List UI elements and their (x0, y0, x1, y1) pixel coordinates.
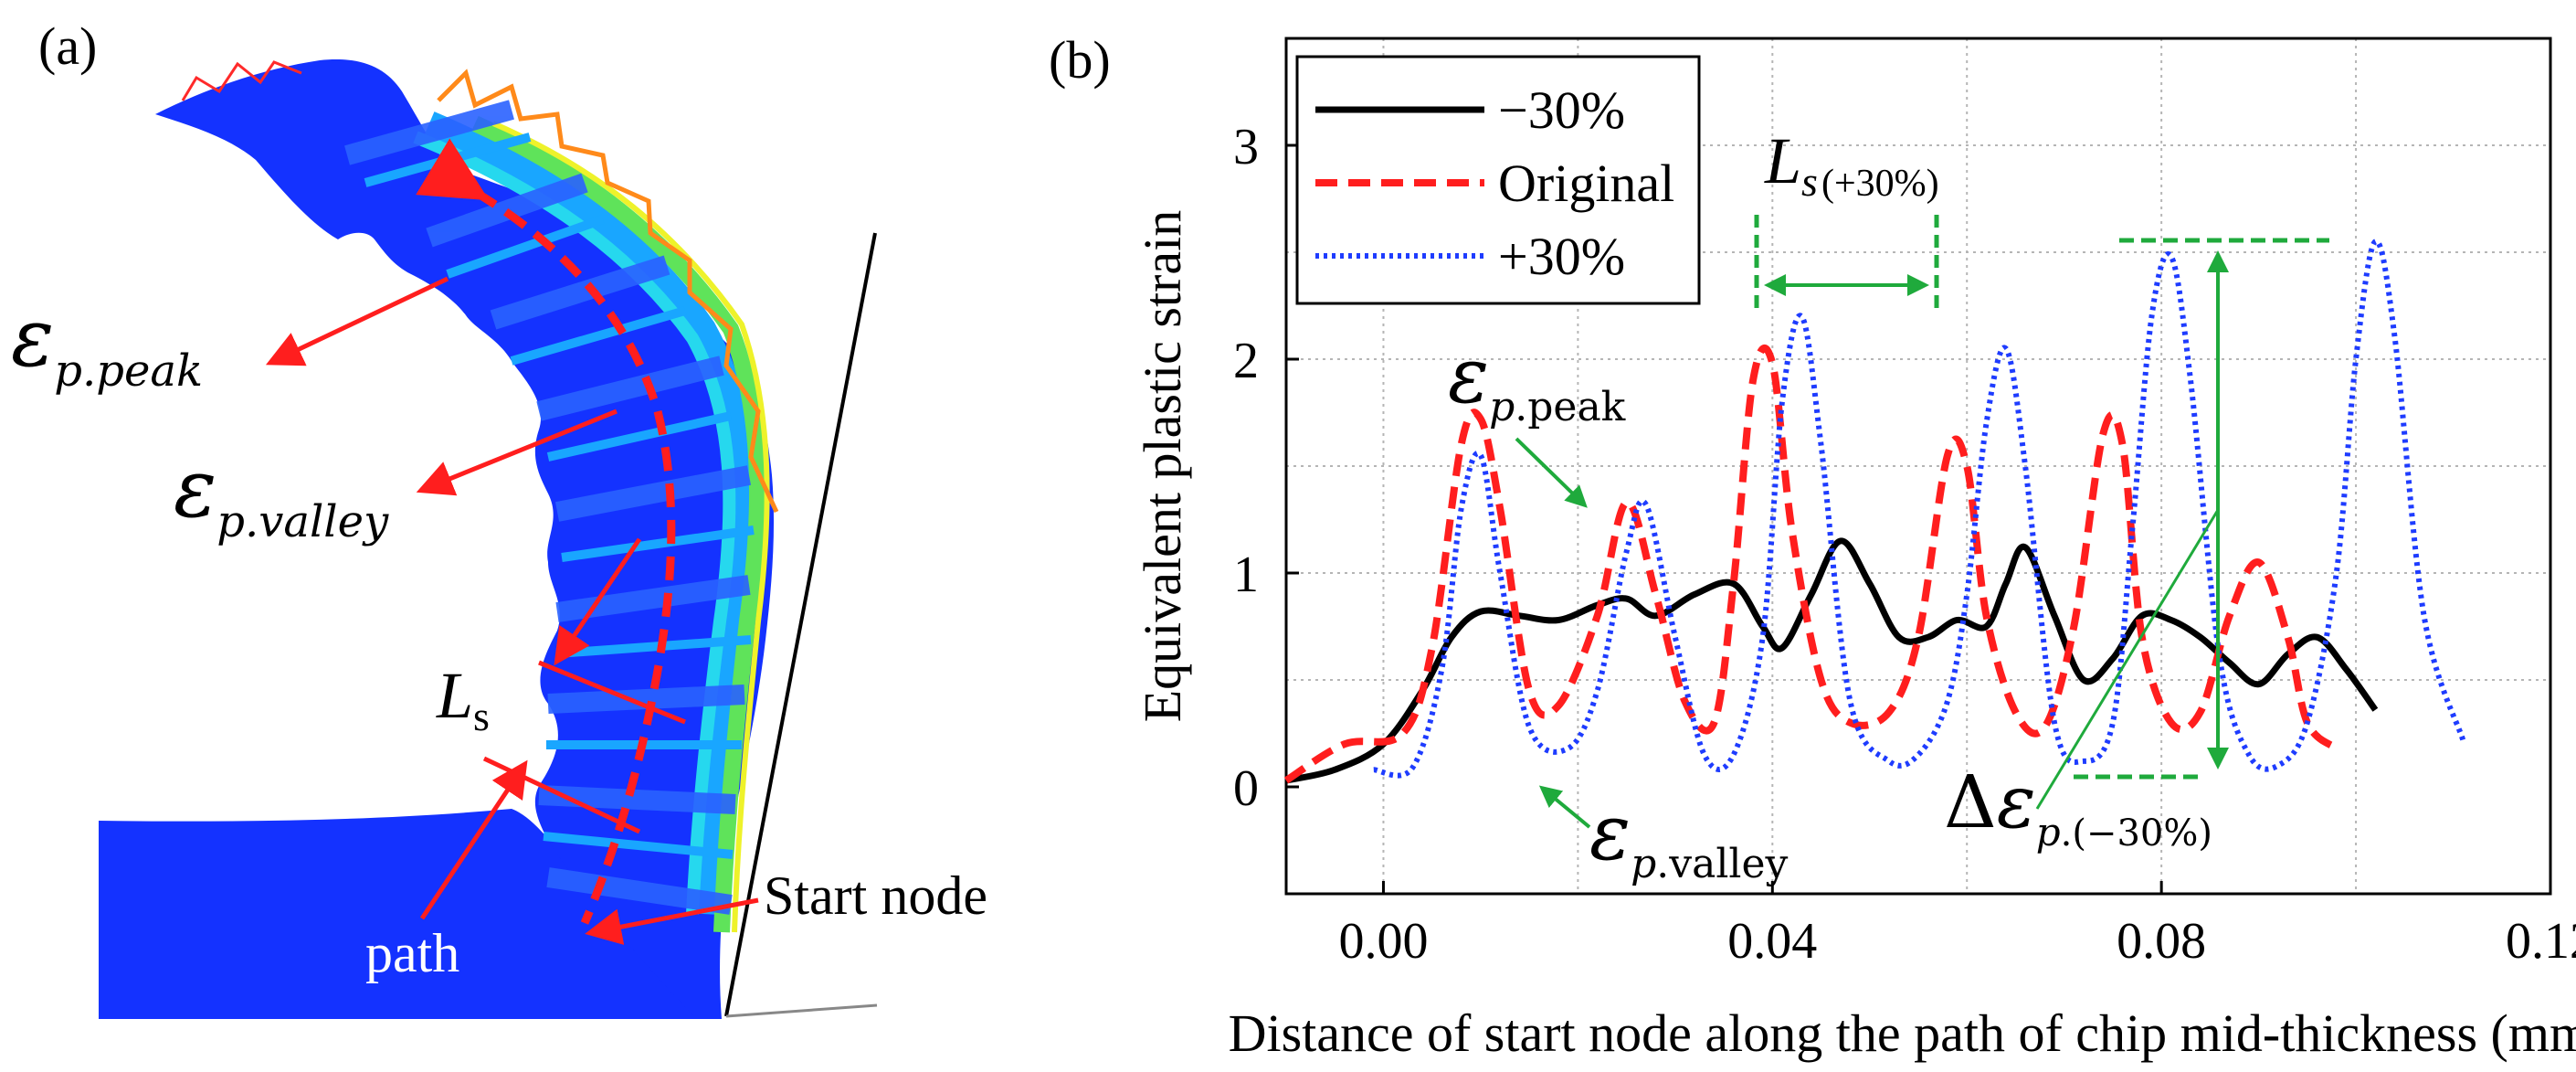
legend-items: −30% Original +30% (1315, 80, 1674, 286)
delta-sub: .(−30%) (2061, 812, 2212, 854)
chip-free-edge (437, 69, 779, 514)
y-tick-label: 2 (1233, 333, 1259, 389)
series-line-1 (1285, 537, 2379, 784)
eps-valley-b-symbol: ε (1589, 788, 1631, 877)
panel-a-tag: (a) (38, 16, 97, 76)
start-node-label: Start node (764, 865, 987, 926)
peak-arrow (265, 276, 449, 366)
tool-flank-line (725, 1003, 878, 1018)
delta-eps-label: Δεp.(−30%) (1944, 759, 2212, 854)
y-axis-label: Equivalent plastic strain (1133, 210, 1192, 723)
eps-valley-symbol: ε (174, 441, 216, 536)
path-label: path (365, 923, 459, 983)
ls30-sub: s (1801, 158, 1818, 205)
panel-b-tag: (b) (1049, 30, 1111, 90)
delta-leader (2035, 509, 2220, 810)
chart-grid (1286, 38, 2551, 894)
tool-rake-line (724, 232, 877, 1017)
eps-peak-b-label: εp.peak (1448, 331, 1626, 430)
legend-label-2: Original (1498, 154, 1674, 213)
ls30-paren: (+30%) (1821, 163, 1939, 205)
peak-green-arrow (1515, 437, 1588, 508)
chip-band-outer (424, 111, 755, 915)
ls30-main: L (1764, 124, 1801, 197)
x-axis-label: Distance of start node along the path of… (1229, 1003, 2576, 1063)
x-tick-label: 0.08 (2117, 913, 2206, 970)
delta-eps-symbol: ε (1997, 759, 2036, 844)
valley-green-arrow (1538, 785, 1591, 829)
y-tick-label: 0 (1233, 760, 1259, 817)
eps-peak-b-sub: .peak (1515, 384, 1625, 430)
delta-sub-p: p (2036, 810, 2061, 854)
eps-peak-sub: p.peak (54, 345, 203, 397)
x-tick-label: 0.12 (2506, 913, 2576, 970)
valley-arrow (416, 409, 618, 496)
chip-band-yellow (491, 121, 770, 933)
x-tick-label: 0.00 (1338, 913, 1428, 970)
y-tick-label: 1 (1233, 547, 1259, 603)
series-line-3 (1373, 239, 2466, 779)
ls-main: L (436, 659, 473, 732)
mid-thickness-path (416, 138, 676, 925)
eps-valley-label: εp.valley (174, 441, 389, 547)
legend-label-3: +30% (1498, 227, 1625, 286)
y-tick-label: 3 (1233, 119, 1259, 175)
legend: −30% Original +30% (1295, 55, 1701, 305)
eps-peak-symbol: ε (11, 291, 54, 385)
chip-free-edge-red (181, 60, 302, 101)
eps-peak-label: εp.peak (11, 291, 203, 397)
chip-band-mid (413, 131, 736, 915)
eps-valley-b-sub-p: p (1631, 841, 1656, 887)
panel-b: (b) 0.00 0.04 0.08 0.12 0 1 2 3 Equivalent plas… (1049, 30, 2576, 1063)
chip-band-green (471, 115, 766, 933)
path-arrow (419, 759, 528, 920)
eps-valley-sub: p.valley (216, 496, 389, 547)
shear-bands (344, 100, 752, 915)
eps-peak-b-symbol: ε (1448, 331, 1489, 420)
delta-symbol: Δ (1944, 759, 1997, 844)
start-node-arrow (585, 897, 759, 945)
green-annotations (1515, 215, 2329, 829)
inner-arrow (554, 537, 642, 666)
eps-valley-b-sub: .valley (1656, 841, 1788, 887)
plot-frame (1284, 37, 2552, 896)
ls-label: Ls (436, 659, 490, 739)
eps-peak-b-sub-p: p (1489, 384, 1515, 430)
ls-sub: s (473, 693, 490, 739)
ls30-label: Ls(+30%) (1764, 124, 1939, 205)
legend-label-1: −30% (1498, 80, 1625, 140)
ls-line-1 (538, 660, 686, 725)
series-line-2 (1283, 345, 2339, 784)
chip-outline (155, 59, 775, 1020)
chart-ticks: 0.00 0.04 0.08 0.12 0 1 2 3 (1233, 119, 2576, 970)
chart-series (1283, 239, 2466, 784)
x-tick-label: 0.04 (1727, 913, 1817, 970)
panel-a: (a) (11, 16, 987, 1020)
eps-valley-b-label: εp.valley (1589, 788, 1789, 887)
